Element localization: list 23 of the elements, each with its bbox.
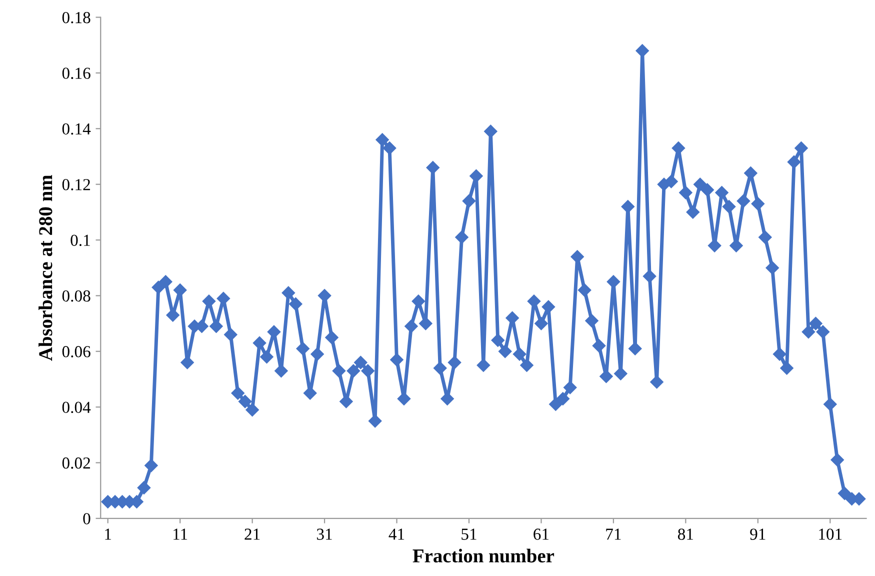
x-tick-label: 81: [678, 528, 694, 540]
y-tick-label: 0.12: [62, 179, 90, 190]
y-tick-label: 0.1: [70, 234, 90, 246]
x-tick-label: 51: [462, 528, 476, 540]
y-tick-label: 0.06: [62, 346, 90, 358]
x-tick-label: 21: [244, 528, 260, 540]
x-axis-title: Fraction number: [412, 548, 554, 563]
y-tick-label: 0.16: [62, 68, 90, 79]
y-tick-label: 0.08: [62, 290, 90, 302]
x-tick-label: 41: [388, 528, 404, 540]
y-tick-label: 0.04: [62, 402, 91, 414]
y-tick-label: 0.02: [62, 457, 90, 469]
x-tick-label: 61: [534, 528, 549, 540]
y-tick-label: 0.18: [62, 12, 90, 24]
x-tick-label: 11: [174, 528, 188, 540]
x-tick-label: 1: [105, 528, 112, 540]
y-axis-title: Absorbance at 280 nm: [38, 175, 52, 361]
x-tick-label: 101: [819, 528, 842, 540]
y-tick-label: 0: [83, 513, 90, 524]
x-tick-label: 71: [606, 528, 621, 540]
y-tick-label: 0.14: [62, 123, 91, 135]
x-tick-label: 31: [317, 528, 332, 540]
x-tick-label: 91: [750, 528, 766, 540]
